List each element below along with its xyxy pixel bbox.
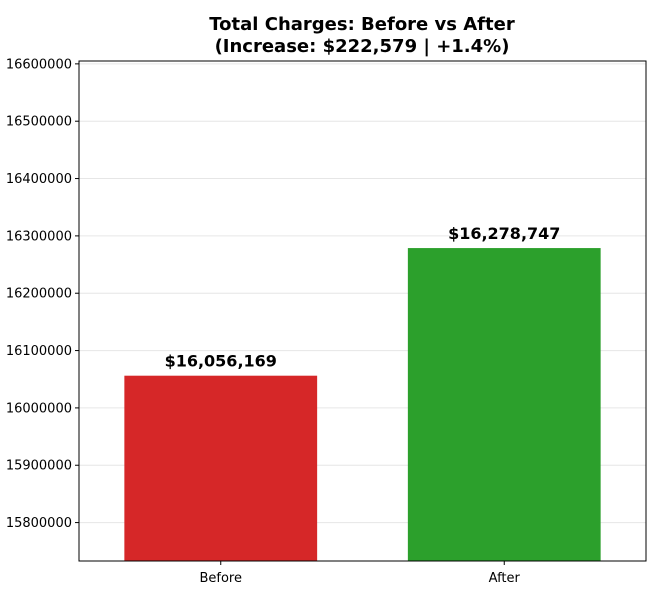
- y-tick-label: 16500000: [6, 115, 72, 130]
- bar-before: [124, 375, 318, 561]
- chart-subtitle: (Increase: $222,579 | +1.4%): [215, 36, 510, 57]
- y-tick-label: 16100000: [6, 344, 72, 359]
- y-tick-label: 15900000: [6, 459, 72, 474]
- y-tick-label: 16400000: [6, 172, 72, 187]
- y-tick-label: 15800000: [6, 516, 72, 531]
- bar-value-label: $16,056,169: [165, 352, 277, 371]
- y-tick-label: 16600000: [6, 57, 72, 72]
- x-axis: Before After: [199, 561, 521, 586]
- plot-frame: [78, 60, 647, 562]
- chart-title: Total Charges: Before vs After: [209, 14, 515, 35]
- x-tick-label: Before: [199, 571, 242, 586]
- bar-value-label: $16,278,747: [448, 224, 560, 243]
- y-tick-label: 16200000: [6, 287, 72, 302]
- x-tick-label: After: [489, 571, 521, 586]
- y-tick-label: 16000000: [6, 401, 72, 416]
- bar-after: [407, 248, 601, 562]
- bar-value-labels: $16,056,169 $16,278,747: [165, 224, 561, 371]
- y-axis: 15800000 15900000 16000000 16100000 16200000…: [6, 57, 79, 531]
- y-tick-label: 16300000: [6, 229, 72, 244]
- bars: [124, 248, 601, 562]
